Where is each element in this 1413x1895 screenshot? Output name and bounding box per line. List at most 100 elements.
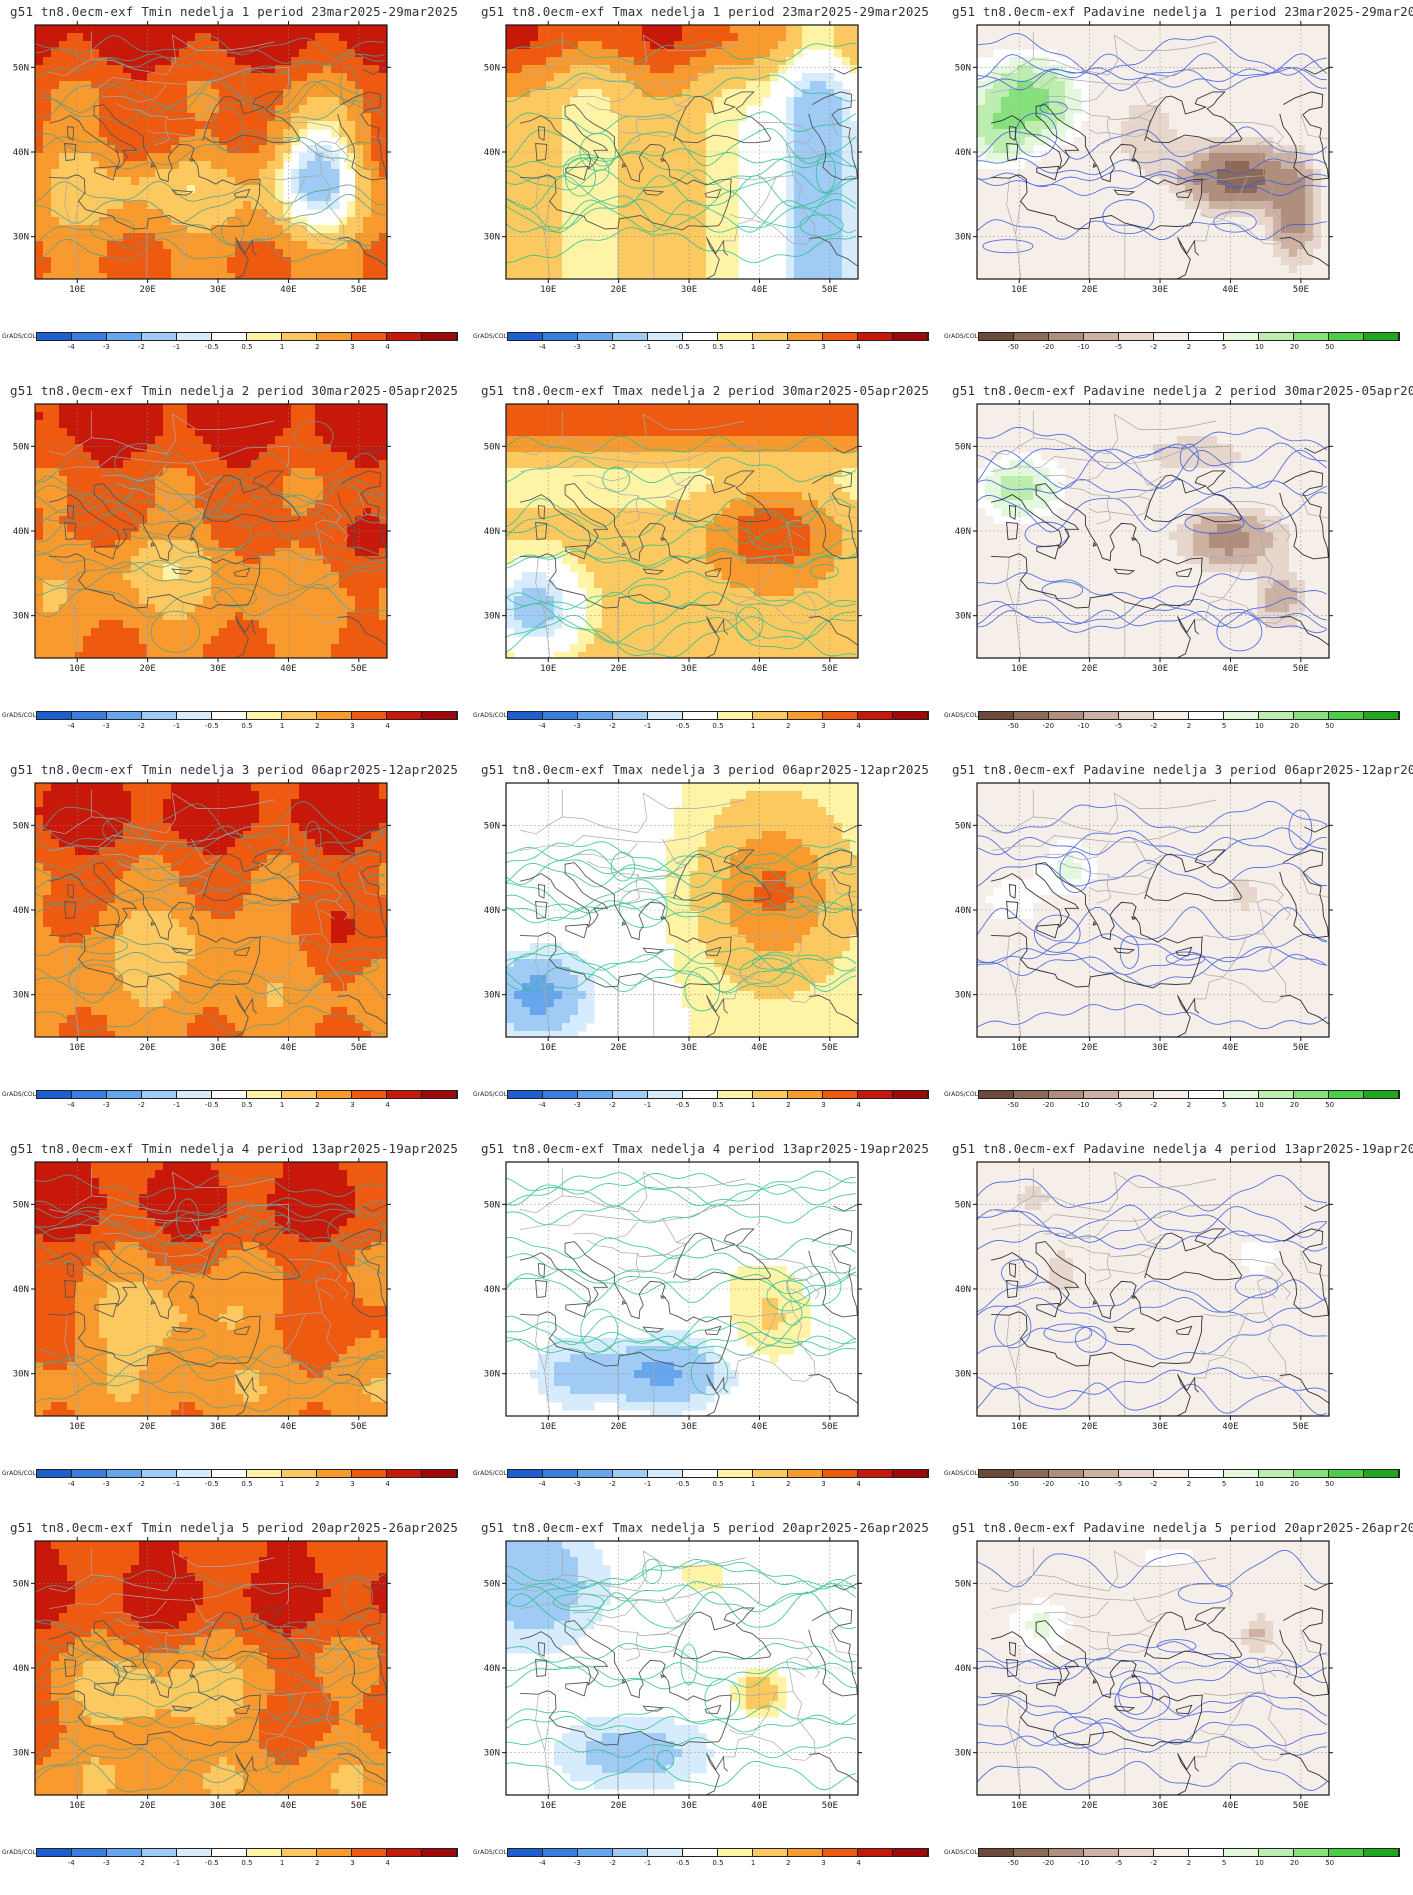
colorbar-tick-label: -0.5 (675, 1480, 690, 1488)
longitude-label: 50E (822, 1801, 838, 1811)
colorbar-swatch (508, 1849, 543, 1856)
coastlines (48, 824, 387, 1037)
colorbar-tick-label: 3 (821, 1101, 826, 1109)
longitude-label: 20E (611, 664, 627, 674)
colorbar-labels: -4 -3 -2 -1 -0.5 0.5 1 2 3 4 (36, 1480, 458, 1490)
colorbar-swatch (683, 333, 718, 340)
colorbar-swatch (1259, 1470, 1294, 1477)
colorbar-tick-label: -4 (67, 722, 75, 730)
colorbar-swatch (1364, 712, 1399, 719)
colorbar-swatch (1084, 333, 1119, 340)
panel-title: g51 tn8.0ecm-exf Tmin nedelja 5 period 2… (10, 1520, 459, 1535)
colorbar-tick-label: -0.5 (204, 1101, 219, 1109)
grads-credit: GrADS/COLA (473, 1849, 512, 1856)
colorbar-swatch (893, 1849, 928, 1856)
colorbar-swatch (578, 1849, 613, 1856)
colorbar-swatch (1224, 1470, 1259, 1477)
colorbar-tick-label: -50 (1007, 1480, 1019, 1488)
grads-credit: GrADS/COLA (473, 333, 512, 340)
colorbar-swatch (1014, 1849, 1049, 1856)
colorbar-labels: -50 -20 -10 -5 -2 2 5 10 20 50 (978, 1859, 1400, 1869)
longitude-label: 40E (280, 285, 296, 295)
colorbar-swatch (1014, 1470, 1049, 1477)
colorbar-swatch (142, 333, 177, 340)
longitude-label: 50E (351, 1043, 367, 1053)
map-plot: 50N 40N 30N 10E 20E 30E 40E 50E (484, 400, 862, 674)
colorbar-swatch (177, 333, 212, 340)
colorbar-swatch (317, 1849, 352, 1856)
latitude-label: 30N (955, 612, 971, 622)
colorbar-swatch (1154, 333, 1189, 340)
colorbar-swatch (1084, 1091, 1119, 1098)
latitude-label: 50N (13, 1579, 29, 1589)
panel-title: g51 tn8.0ecm-exf Padavine nedelja 1 peri… (952, 4, 1413, 19)
colorbar-tick-label: 0.5 (712, 343, 724, 351)
map-plot: 50N 40N 30N 10E 20E 30E 40E 50E (955, 1158, 1333, 1432)
colorbar-swatch (422, 712, 457, 719)
longitude-label: 50E (1293, 664, 1309, 674)
colorbar-swatch (1294, 1849, 1329, 1856)
grads-credit: GrADS/COLA (944, 333, 983, 340)
colorbar-tick-label: 2 (1186, 1101, 1192, 1109)
latitude-label: 50N (484, 442, 500, 452)
latitude-label: 50N (13, 63, 29, 73)
map-field-layer (35, 1162, 387, 1416)
colorbar-tick-label: 3 (350, 343, 355, 351)
colorbar-tick-label: 2 (315, 722, 320, 730)
colorbar-tick-label: 0.5 (241, 722, 253, 730)
colorbar-swatch (823, 1091, 858, 1098)
colorbar-tick-label: 0.5 (241, 343, 253, 351)
country-borders (991, 1168, 1329, 1416)
colorbar-swatch (72, 712, 107, 719)
colorbar-swatch (422, 1470, 457, 1477)
colorbar-tick-label: 2 (315, 1480, 320, 1488)
map-panel-padavine-week-2: g51 tn8.0ecm-exf Padavine nedelja 2 peri… (942, 379, 1413, 758)
colorbar-tick-label: -1 (173, 722, 181, 730)
colorbar-swatch (788, 1849, 823, 1856)
colorbar-tick-label: -3 (573, 1480, 581, 1488)
colorbar-tick-label: -50 (1007, 1859, 1019, 1867)
map-panel-tmin-week-3: g51 tn8.0ecm-exf Tmin nedelja 3 period 0… (0, 758, 471, 1137)
colorbar-tick-label: -4 (538, 1859, 546, 1867)
colorbar-swatch (718, 333, 753, 340)
longitude-label: 20E (611, 1801, 627, 1811)
coastlines (990, 824, 1329, 1037)
colorbar-swatch (282, 1849, 317, 1856)
colorbar-tick-label: 1 (279, 1101, 285, 1109)
longitude-label: 30E (681, 1801, 697, 1811)
colorbar (507, 332, 929, 341)
colorbar-tick-label: 1 (750, 1101, 756, 1109)
colorbar-tick-label: 1 (750, 1480, 756, 1488)
colorbar-swatch (979, 1849, 1014, 1856)
map-panel-tmax-week-1: g51 tn8.0ecm-exf Tmax nedelja 1 period 2… (471, 0, 942, 379)
colorbar-labels: -4 -3 -2 -1 -0.5 0.5 1 2 3 4 (36, 343, 458, 353)
colorbar-swatch (648, 712, 683, 719)
contour-lines (977, 426, 1328, 652)
colorbar (978, 332, 1400, 341)
map-plot: 50N 40N 30N 10E 20E 30E 40E 50E (955, 21, 1333, 295)
colorbar-tick-label: -3 (573, 1101, 581, 1109)
colorbar-swatch (37, 1470, 72, 1477)
colorbar-tick-label: -3 (573, 1859, 581, 1867)
colorbar-tick-label: -2 (138, 1859, 145, 1867)
longitude-label: 40E (751, 1043, 767, 1053)
country-borders (49, 1168, 387, 1416)
colorbar-swatch (72, 333, 107, 340)
map-field-layer (35, 783, 387, 1037)
colorbar-tick-label: -4 (67, 1101, 75, 1109)
longitude-label: 20E (611, 1043, 627, 1053)
map-panel-tmax-week-2: g51 tn8.0ecm-exf Tmax nedelja 2 period 3… (471, 379, 942, 758)
contour-lines (35, 420, 386, 653)
colorbar-tick-label: -3 (573, 722, 581, 730)
colorbar-swatch (543, 712, 578, 719)
longitude-label: 30E (210, 1801, 226, 1811)
colorbar (36, 1848, 458, 1857)
panel-title: g51 tn8.0ecm-exf Tmin nedelja 3 period 0… (10, 762, 459, 777)
colorbar-labels: -4 -3 -2 -1 -0.5 0.5 1 2 3 4 (507, 722, 929, 732)
colorbar-tick-label: 2 (786, 1480, 791, 1488)
longitude-label: 30E (681, 1043, 697, 1053)
colorbar-swatch (72, 1849, 107, 1856)
colorbar-tick-label: 3 (350, 1480, 355, 1488)
longitude-label: 10E (69, 1801, 85, 1811)
colorbar-swatch (1224, 333, 1259, 340)
